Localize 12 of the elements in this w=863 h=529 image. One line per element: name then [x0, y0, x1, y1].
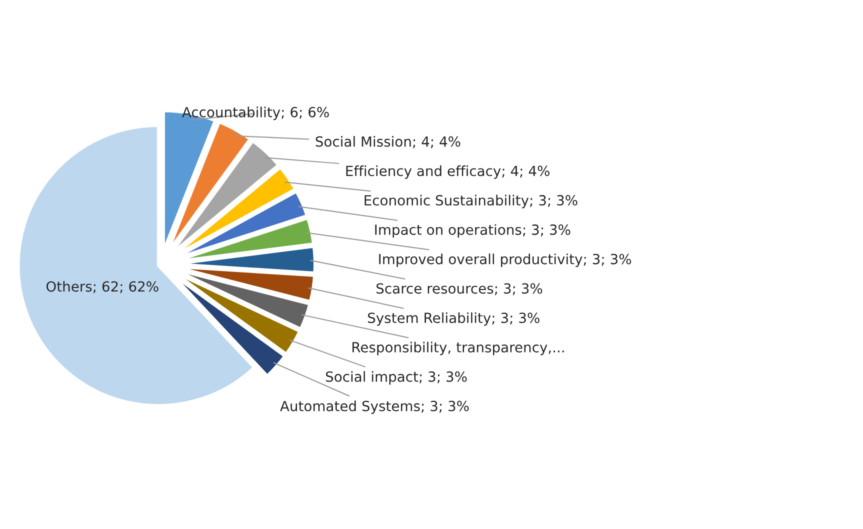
slice-label: Improved overall productivity; 3; 3%: [379, 254, 632, 268]
slice-label: Automated Systems; 3; 3%: [280, 400, 469, 414]
slice-label: Economic Sustainability; 3; 3%: [364, 194, 578, 208]
slice-label: Social impact; 3; 3%: [326, 371, 467, 385]
slice-label: Responsibility, transparency,...: [352, 342, 564, 356]
slice-label: Others; 62; 62%: [46, 280, 158, 294]
slice-label: Social Mission; 4; 4%: [316, 136, 460, 148]
slice-label: Scarce resources; 3; 3%: [376, 283, 542, 296]
slice-label: System Reliability; 3; 3%: [368, 312, 540, 326]
slice-label: Impact on operations; 3; 3%: [375, 224, 570, 238]
slice-label: Efficiency and efficacy; 4; 4%: [346, 165, 550, 179]
slice-label: Accountability; 6; 6%: [182, 106, 329, 120]
